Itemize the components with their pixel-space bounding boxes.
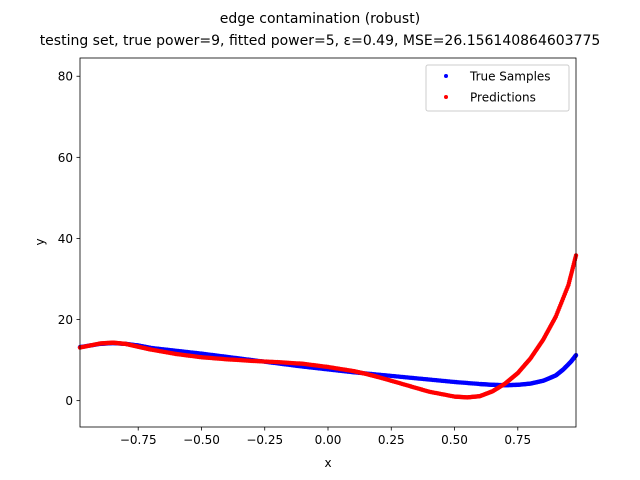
legend-marker-predictions <box>444 95 448 99</box>
y-axis: 0 20 40 60 80 <box>58 70 80 408</box>
x-tick-label: 0.00 <box>315 433 342 447</box>
chart-subtitle: testing set, true power=9, fitted power=… <box>40 33 601 49</box>
plot-area <box>77 57 579 428</box>
x-tick-label: −0.25 <box>246 433 283 447</box>
y-tick-label: 80 <box>58 70 73 84</box>
legend-label-true-samples: True Samples <box>469 70 551 84</box>
chart-title: edge contamination (robust) <box>220 11 420 27</box>
y-tick-label: 0 <box>65 394 73 408</box>
x-axis-label: x <box>324 456 331 470</box>
x-tick-label: −0.50 <box>183 433 220 447</box>
legend-label-predictions: Predictions <box>470 91 536 105</box>
series-layer <box>77 253 579 400</box>
legend: True Samples Predictions <box>425 64 570 112</box>
y-tick-label: 20 <box>58 313 73 327</box>
x-tick-label: 0.25 <box>378 433 405 447</box>
x-tick-label: 0.75 <box>504 433 531 447</box>
legend-box <box>425 64 570 112</box>
x-axis: −0.75 −0.50 −0.25 0.00 0.25 0.50 0.75 <box>120 427 531 447</box>
y-tick-label: 40 <box>58 232 73 246</box>
x-tick-label: 0.50 <box>441 433 468 447</box>
y-axis-label: y <box>33 238 47 245</box>
y-tick-label: 60 <box>58 151 73 165</box>
x-tick-label: −0.75 <box>120 433 157 447</box>
plot-frame <box>79 57 577 428</box>
series-predictions <box>77 253 579 400</box>
legend-marker-true-samples <box>444 74 448 78</box>
